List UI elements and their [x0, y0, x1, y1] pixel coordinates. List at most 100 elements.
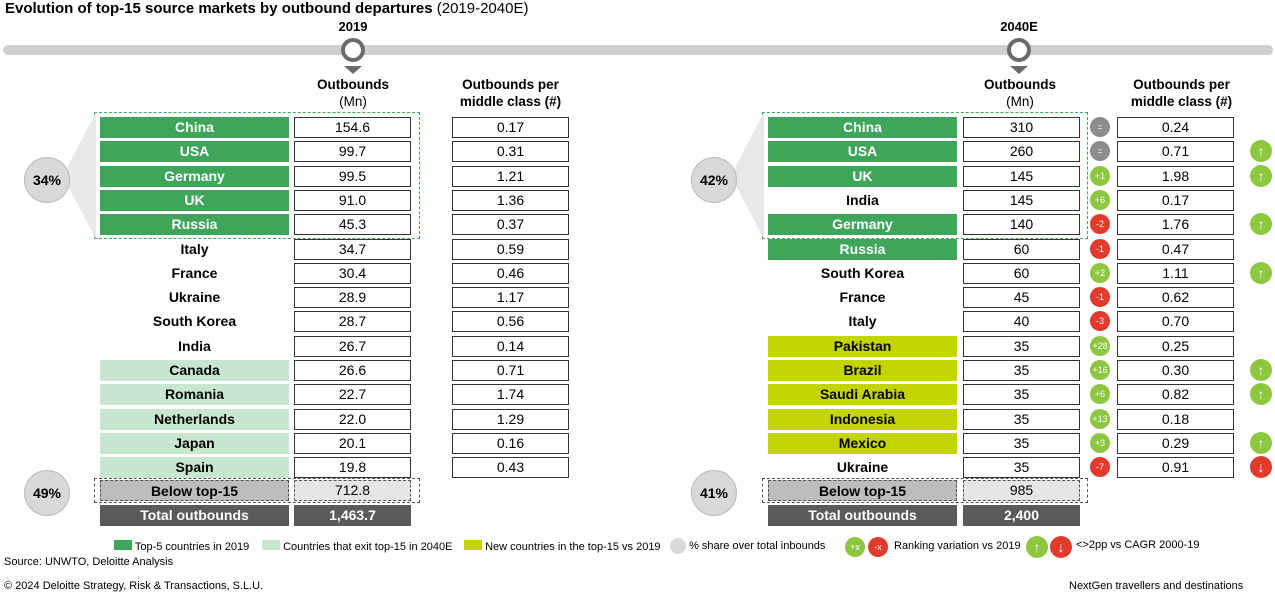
title-sub: (2019-2040E): [436, 0, 529, 17]
header-outbounds-label: Outbounds: [317, 77, 389, 92]
legend-share-dot: [670, 538, 686, 554]
rank-change-icon: -1: [1090, 239, 1110, 259]
country-cell: Germany: [768, 214, 957, 235]
outbounds-cell: 34.7: [294, 239, 411, 260]
outbounds-cell: 154.6: [294, 117, 411, 138]
header-outbounds-unit: (Mn): [1006, 94, 1034, 109]
below-top15-value-2040: 985: [963, 480, 1080, 501]
up-arrow-icon: ↑: [1250, 383, 1272, 405]
country-cell: Japan: [100, 433, 289, 454]
per-mc-cell: 1.74: [452, 384, 569, 405]
outbounds-cell: 35: [963, 409, 1080, 430]
outbounds-cell: 35: [963, 433, 1080, 454]
legend-swatch-top5: [114, 540, 132, 550]
outbounds-cell: 35: [963, 457, 1080, 478]
rank-change-icon: +13: [1090, 409, 1110, 429]
outbounds-cell: 60: [963, 263, 1080, 284]
rank-change-icon: -2: [1090, 214, 1110, 234]
legend-share-label: % share over total inbounds: [689, 539, 826, 552]
per-mc-cell: 0.46: [452, 263, 569, 284]
country-cell: Italy: [848, 313, 877, 329]
outbounds-cell: 28.9: [294, 287, 411, 308]
country-cell: Russia: [100, 214, 289, 235]
country-cell: Brazil: [768, 360, 957, 381]
legend-ranking: Ranking variation vs 2019: [894, 540, 1021, 552]
rank-change-icon: +1: [1090, 166, 1110, 186]
country-cell: Ukraine: [836, 459, 889, 475]
outbounds-cell: 28.7: [294, 311, 411, 332]
up-arrow-icon: ↑: [1250, 140, 1272, 162]
legend-down-arrow-icon: ↓: [1050, 536, 1072, 558]
outbounds-cell: 20.1: [294, 433, 411, 454]
outbounds-cell: 22.7: [294, 384, 411, 405]
country-cell: Italy: [180, 241, 209, 257]
country-cell: Russia: [768, 239, 957, 260]
below-share-2019: 49%: [24, 470, 70, 516]
rank-change-icon: +3: [1090, 433, 1110, 453]
outbounds-cell: 60: [963, 239, 1080, 260]
legend-exit: Countries that exit top-15 in 2040E: [262, 540, 452, 553]
footer-copyright: © 2024 Deloitte Strategy, Risk & Transac…: [4, 580, 264, 592]
country-cell: Saudi Arabia: [768, 384, 957, 405]
legend-top5: Top-5 countries in 2019: [114, 540, 249, 553]
up-arrow-icon: ↑: [1250, 359, 1272, 381]
outbounds-cell: 260: [963, 141, 1080, 162]
legend-minus-icon: -x: [868, 537, 888, 557]
outbounds-cell: 22.0: [294, 409, 411, 430]
country-cell: India: [178, 338, 211, 354]
outbounds-cell: 26.6: [294, 360, 411, 381]
share-connector-2040: [734, 112, 764, 239]
outbounds-cell: 35: [963, 336, 1080, 357]
below-share-2040: 41%: [691, 470, 737, 516]
country-cell: USA: [100, 141, 289, 162]
header-per-mc-2019: Outbounds per middle class (#): [443, 76, 578, 110]
legend-new-label: New countries in the top-15 vs 2019: [485, 541, 661, 553]
country-cell: Ukraine: [168, 289, 221, 305]
header-outbounds-2019: Outbounds (Mn): [294, 76, 412, 110]
timeline-marker-2019: [341, 38, 365, 62]
below-dash-2019: [94, 478, 420, 503]
per-mc-cell: 1.17: [452, 287, 569, 308]
up-arrow-icon: ↑: [1250, 262, 1272, 284]
total-value-2040: 2,400: [963, 505, 1080, 526]
per-mc-cell: 1.29: [452, 409, 569, 430]
header-per-mc-2040: Outbounds per middle class (#): [1114, 76, 1249, 110]
per-mc-cell: 0.71: [452, 360, 569, 381]
up-arrow-icon: ↑: [1250, 432, 1272, 454]
outbounds-cell: 30.4: [294, 263, 411, 284]
country-cell: France: [839, 289, 886, 305]
per-mc-cell: 0.70: [1117, 311, 1234, 332]
header-outbounds-label: Outbounds: [984, 77, 1056, 92]
per-mc-cell: 1.21: [452, 166, 569, 187]
country-cell: China: [100, 117, 289, 138]
rank-change-icon: +16: [1090, 360, 1110, 380]
rank-change-icon: =: [1090, 141, 1110, 161]
outbounds-cell: 140: [963, 214, 1080, 235]
outbounds-cell: 19.8: [294, 457, 411, 478]
country-cell: Netherlands: [100, 409, 289, 430]
below-dash-2040: [762, 478, 1088, 503]
timeline-marker-2040: [1007, 38, 1031, 62]
rank-change-icon: +28: [1090, 336, 1110, 356]
country-cell: South Korea: [820, 265, 905, 281]
legend-new: New countries in the top-15 vs 2019: [464, 540, 661, 553]
per-mc-cell: 0.14: [452, 336, 569, 357]
per-mc-cell: 0.16: [452, 433, 569, 454]
title-main: Evolution of top-15 source markets by ou…: [5, 0, 433, 17]
header-outbounds-unit: (Mn): [339, 94, 367, 109]
per-mc-cell: 0.24: [1117, 117, 1234, 138]
per-mc-cell: 0.17: [452, 117, 569, 138]
up-arrow-icon: ↑: [1250, 165, 1272, 187]
outbounds-cell: 40: [963, 311, 1080, 332]
below-top15-label-2040: Below top-15: [768, 480, 957, 501]
below-top15-label-2019: Below top-15: [100, 480, 289, 501]
per-mc-cell: 0.91: [1117, 457, 1234, 478]
per-mc-cell: 0.71: [1117, 141, 1234, 162]
country-cell: Pakistan: [768, 336, 957, 357]
outbounds-cell: 310: [963, 117, 1080, 138]
up-arrow-icon: ↑: [1250, 213, 1272, 235]
rank-change-icon: -1: [1090, 287, 1110, 307]
top5-share-2040: 42%: [691, 157, 737, 203]
per-mc-cell: 0.29: [1117, 433, 1234, 454]
outbounds-cell: 99.5: [294, 166, 411, 187]
